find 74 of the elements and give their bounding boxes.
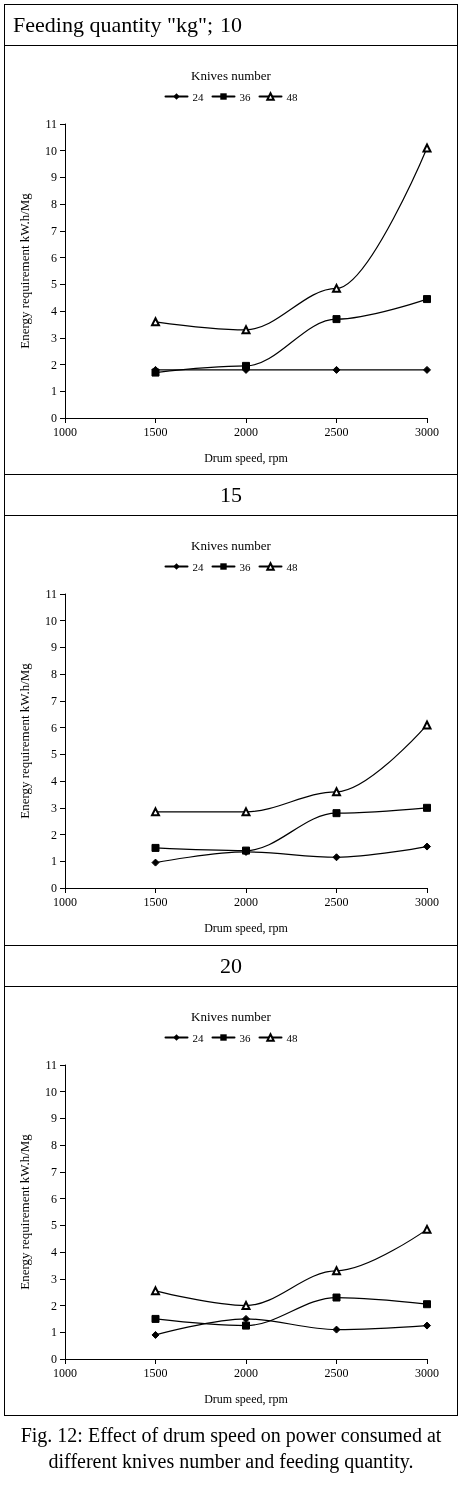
y-axis-title: Energy requirement kW.h/Mg bbox=[17, 192, 32, 349]
caption: Fig. 12: Effect of drum speed on power consumed at different knives number and feeding quantity. bbox=[19, 1423, 443, 1474]
y-tick-label: 0 bbox=[51, 411, 57, 425]
y-tick-label: 6 bbox=[51, 720, 57, 735]
y-tick-label: 11 bbox=[45, 1057, 57, 1072]
y-tick-label: 6 bbox=[51, 250, 57, 265]
x-tick-label: 1500 bbox=[143, 895, 168, 910]
x-tick-label: 2000 bbox=[234, 425, 258, 439]
legend-label: 24 bbox=[192, 1031, 204, 1044]
y-tick-label: 4 bbox=[51, 304, 57, 319]
y-tick-label: 8 bbox=[51, 667, 57, 682]
y-tick-label: 10 bbox=[45, 143, 57, 158]
y-tick-label: 5 bbox=[51, 747, 57, 762]
legend-label: 36 bbox=[239, 90, 251, 103]
legend-label: 36 bbox=[239, 560, 251, 573]
chart-title: 20 bbox=[219, 952, 243, 979]
y-tick-label: 4 bbox=[51, 774, 57, 789]
y-tick-label: 1 bbox=[51, 854, 57, 869]
x-axis-title: Drum speed, rpm bbox=[204, 451, 289, 465]
y-tick-label: 11 bbox=[45, 587, 57, 602]
legend-label: 48 bbox=[286, 90, 298, 103]
x-axis-title: Drum speed, rpm bbox=[204, 921, 289, 936]
legend-label: 36 bbox=[239, 1031, 251, 1044]
y-tick-label: 8 bbox=[51, 197, 57, 212]
legend-title: Knives number bbox=[191, 1008, 272, 1024]
y-tick-label: 11 bbox=[45, 117, 57, 131]
y-tick-label: 7 bbox=[51, 223, 57, 238]
y-tick-label: 9 bbox=[51, 640, 57, 655]
y-tick-label: 9 bbox=[51, 1111, 57, 1126]
x-tick-label: 3000 bbox=[415, 895, 439, 910]
y-tick-label: 2 bbox=[51, 357, 57, 372]
y-tick-label: 7 bbox=[51, 694, 57, 709]
y-tick-label: 0 bbox=[51, 1351, 57, 1366]
y-tick-label: 10 bbox=[45, 1084, 57, 1099]
y-tick-label: 1 bbox=[51, 384, 57, 399]
legend-label: 48 bbox=[286, 1031, 298, 1044]
y-tick-label: 7 bbox=[51, 1164, 57, 1179]
text: Feeding quantity "kg"; bbox=[13, 12, 214, 38]
legend-title: Knives number bbox=[191, 68, 272, 83]
legend-label: 24 bbox=[192, 560, 204, 573]
y-axis-title: Energy requirement kW.h/Mg bbox=[17, 663, 32, 820]
x-tick-label: 3000 bbox=[415, 425, 439, 439]
y-tick-label: 8 bbox=[51, 1137, 57, 1152]
y-axis-title: Energy requirement kW.h/Mg bbox=[17, 1133, 32, 1290]
y-tick-label: 2 bbox=[51, 1298, 57, 1313]
legend-label: 48 bbox=[286, 560, 298, 573]
y-tick-label: 6 bbox=[51, 1191, 57, 1206]
y-tick-label: 5 bbox=[51, 277, 57, 292]
x-tick-label: 1000 bbox=[53, 425, 77, 439]
y-tick-label: 2 bbox=[51, 827, 57, 842]
legend-label: 24 bbox=[192, 90, 204, 103]
x-tick-label: 3000 bbox=[415, 1365, 439, 1380]
y-tick-label: 5 bbox=[51, 1218, 57, 1233]
y-tick-label: 4 bbox=[51, 1244, 57, 1259]
x-tick-label: 2500 bbox=[324, 425, 349, 439]
y-tick-label: 3 bbox=[51, 801, 57, 816]
y-tick-label: 3 bbox=[51, 1271, 57, 1286]
y-tick-label: 10 bbox=[45, 614, 57, 629]
x-tick-label: 1000 bbox=[53, 895, 77, 910]
x-tick-label: 2000 bbox=[234, 895, 258, 910]
y-tick-label: 0 bbox=[51, 881, 57, 896]
y-tick-label: 9 bbox=[51, 170, 57, 185]
chart-title: 10 bbox=[220, 12, 242, 37]
x-tick-label: 1500 bbox=[143, 425, 168, 439]
y-tick-label: 3 bbox=[51, 330, 57, 345]
legend-title: Knives number bbox=[191, 538, 272, 554]
x-tick-label: 1500 bbox=[143, 1365, 168, 1380]
x-tick-label: 2000 bbox=[234, 1365, 258, 1380]
x-tick-label: 2500 bbox=[324, 895, 349, 910]
y-tick-label: 1 bbox=[51, 1324, 57, 1339]
chart-title: 15 bbox=[219, 482, 243, 509]
x-tick-label: 1000 bbox=[53, 1365, 77, 1380]
x-axis-title: Drum speed, rpm bbox=[204, 1391, 289, 1406]
x-tick-label: 2500 bbox=[324, 1365, 349, 1380]
